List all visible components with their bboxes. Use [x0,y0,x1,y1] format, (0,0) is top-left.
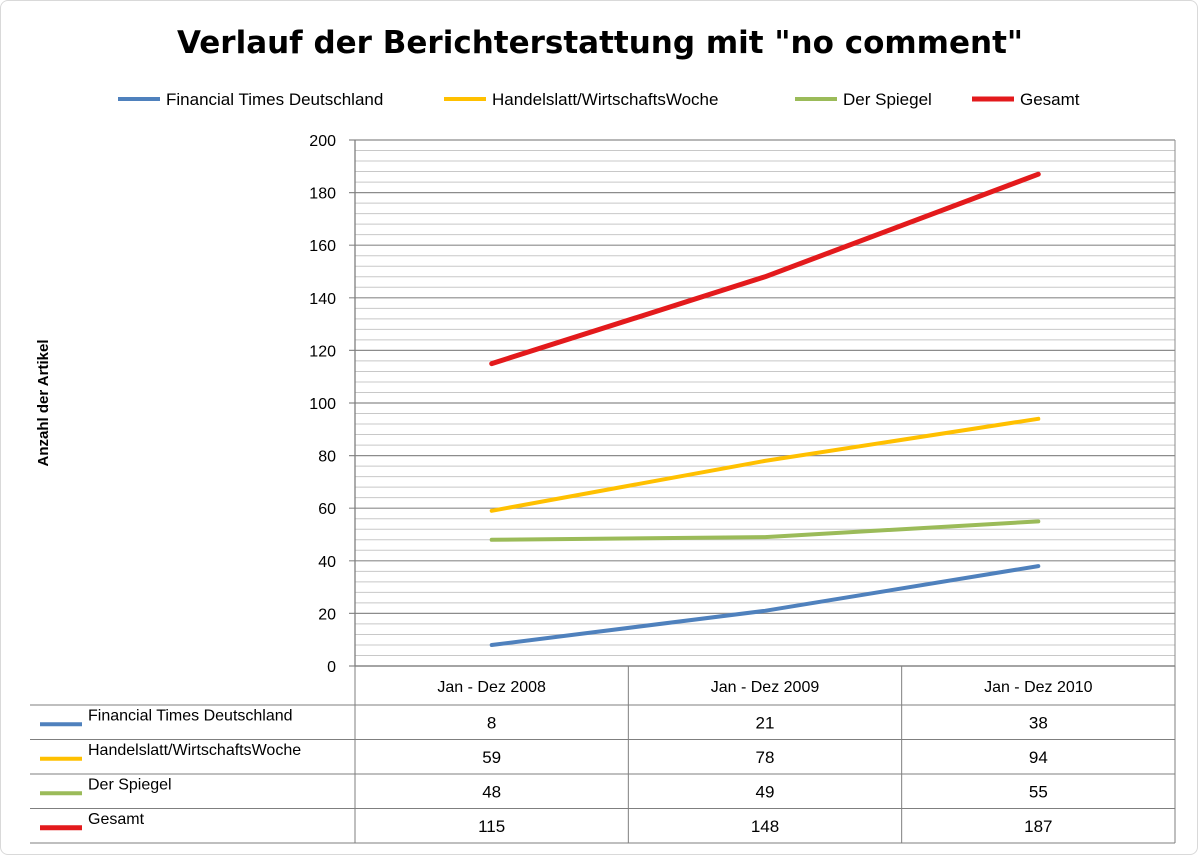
table-cell-value: 38 [1029,713,1048,732]
y-tick-label: 80 [318,449,336,466]
y-tick-label: 100 [309,396,336,413]
table-cell-value: 94 [1029,748,1048,767]
y-tick-label: 160 [309,238,336,255]
legend-label: Gesamt [1020,90,1080,109]
table-series-name: Handelslatt/WirtschaftsWoche [88,742,301,759]
y-tick-label: 40 [318,554,336,571]
table-cell-value: 55 [1029,782,1048,801]
table-cell-value: 59 [482,748,501,767]
x-category-label: Jan - Dez 2010 [984,679,1093,696]
table-cell-value: 148 [751,817,779,836]
x-category-label: Jan - Dez 2008 [437,679,546,696]
table-series-name: Der Spiegel [88,776,172,793]
y-tick-label: 60 [318,501,336,518]
y-tick-label: 20 [318,606,336,623]
y-tick-label: 180 [309,186,336,203]
legend-label: Handelslatt/WirtschaftsWoche [492,90,718,109]
table-cell-value: 187 [1024,817,1052,836]
y-tick-label: 140 [309,291,336,308]
table-cell-value: 49 [756,782,775,801]
table-series-name: Financial Times Deutschland [88,707,293,724]
y-tick-label: 120 [309,343,336,360]
chart-title: Verlauf der Berichterstattung mit "no co… [177,25,1023,61]
x-category-label: Jan - Dez 2009 [711,679,820,696]
table-cell-value: 115 [478,817,505,836]
y-axis-title: Anzahl der Artikel [35,340,52,467]
legend-label: Der Spiegel [843,90,932,109]
table-series-name: Gesamt [88,811,145,828]
y-tick-label: 200 [309,133,336,150]
table-cell-value: 48 [482,782,501,801]
table-cell-value: 8 [487,713,496,732]
legend-label: Financial Times Deutschland [166,90,383,109]
table-cell-value: 78 [756,748,775,767]
y-tick-label: 0 [327,659,336,676]
table-cell-value: 21 [756,713,775,732]
